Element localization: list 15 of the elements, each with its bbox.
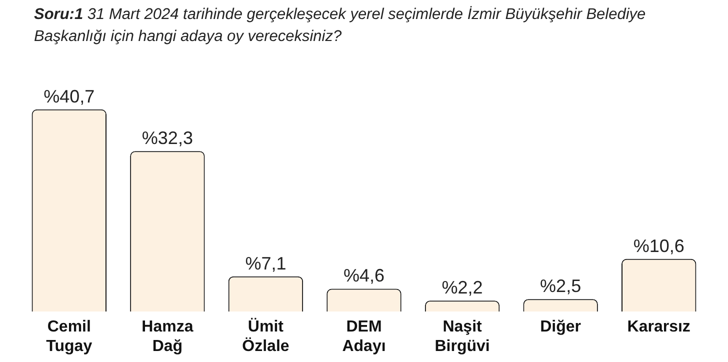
x-tick-label: Cemil Tugay	[46, 318, 92, 355]
data-label: %2,2	[442, 278, 483, 298]
x-tick-label: DEM Adayı	[342, 318, 386, 355]
data-label: %7,1	[245, 253, 286, 274]
x-tick-label: Hamza Dağ	[142, 318, 194, 355]
x-tick-label: Kararsız	[627, 318, 690, 336]
x-tick-label: Ümit Özlale	[242, 318, 290, 355]
data-label: %2,5	[540, 276, 582, 296]
data-label: %4,6	[343, 266, 385, 286]
x-tick-label: Naşit Birgüvi	[434, 318, 490, 355]
data-label: %40,7	[44, 86, 95, 106]
chart-title: Soru:1 31 Mart 2024 tarihinde gerçekleşecek yerel seçimlerde İzmir Büyükşehir Belediye Başkanlığı için hangi adaya oy vereceksiniz?	[34, 5, 647, 47]
x-tick-label: Diğer	[540, 318, 582, 336]
data-label: %32,3	[142, 128, 193, 148]
data-label: %10,6	[633, 236, 684, 256]
